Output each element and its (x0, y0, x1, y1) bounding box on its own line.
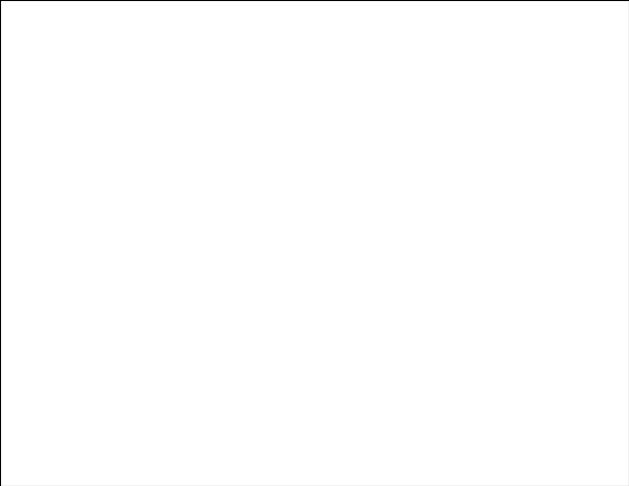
Text: © weatheronline.co.uk: © weatheronline.co.uk (423, 425, 546, 435)
Text: -37°00'S  174°4B'E  79m ASL: -37°00'S 174°4B'E 79m ASL (104, 1, 287, 11)
Text: 350: 350 (14, 68, 31, 78)
Text: -4: -4 (347, 255, 358, 265)
Text: θₑ (K): θₑ (K) (432, 319, 467, 329)
Text: 0: 0 (608, 352, 615, 362)
Text: Most Unstable: Most Unstable (485, 293, 561, 303)
Text: LCL: LCL (343, 426, 357, 435)
Text: 1000: 1000 (26, 433, 49, 442)
X-axis label: Dewpoint / Temperature (°C): Dewpoint / Temperature (°C) (104, 443, 287, 453)
Text: 850: 850 (31, 376, 49, 386)
Text: -5: -5 (347, 192, 358, 202)
Bar (424, 203, 623, 289)
Text: PW (cm): PW (cm) (432, 191, 473, 200)
Text: Dewp (°C): Dewp (°C) (432, 234, 485, 244)
Text: Pressure (mb): Pressure (mb) (432, 308, 508, 318)
Text: 0: 0 (183, 463, 189, 472)
Text: 900: 900 (31, 396, 49, 406)
Text: 8.7: 8.7 (597, 234, 615, 244)
Text: Totals Totals: Totals Totals (432, 178, 508, 189)
Text: -30: -30 (61, 463, 79, 472)
Text: 40: 40 (335, 463, 347, 472)
Text: 800: 800 (14, 355, 31, 365)
Text: 650: 650 (14, 283, 31, 293)
Text: StmDir: StmDir (432, 405, 467, 415)
Text: 10: 10 (219, 463, 230, 472)
Text: 700: 700 (14, 309, 31, 319)
Text: Hodograph: Hodograph (497, 366, 550, 376)
Text: km
ASL: km ASL (347, 0, 364, 15)
Text: 975: 975 (597, 308, 615, 318)
Text: 750: 750 (14, 332, 31, 343)
Text: 300: 300 (31, 15, 49, 24)
Text: -20: -20 (99, 463, 117, 472)
Bar (424, 159, 623, 203)
Text: 8: 8 (608, 256, 615, 266)
Text: 850: 850 (14, 376, 31, 386)
Bar (424, 289, 623, 362)
Text: K: K (432, 167, 438, 176)
Text: CAPE (J): CAPE (J) (432, 341, 479, 351)
Text: SREH: SREH (432, 393, 455, 403)
Text: 1000: 1000 (8, 433, 31, 442)
Text: -3: -3 (347, 309, 358, 319)
Text: CIN (J): CIN (J) (432, 278, 473, 289)
Text: 450: 450 (31, 155, 49, 165)
Bar (424, 362, 623, 427)
Text: 300: 300 (14, 15, 31, 24)
Text: hPa: hPa (24, 19, 45, 30)
Text: 0: 0 (608, 167, 615, 176)
Text: -6: -6 (603, 382, 615, 392)
Text: 550: 550 (31, 225, 49, 235)
Text: -6: -6 (347, 131, 358, 141)
Text: CIN (J): CIN (J) (432, 352, 473, 362)
Text: 0: 0 (608, 278, 615, 289)
Y-axis label: hPa: hPa (38, 218, 48, 239)
Text: Lifted Index: Lifted Index (432, 330, 503, 340)
Text: 750: 750 (31, 332, 49, 343)
Text: 29.04.2024  18GMT  (Base: 18): 29.04.2024 18GMT (Base: 18) (387, 30, 582, 40)
Text: 700: 700 (31, 309, 49, 319)
Legend: Temperature, Dewpoint, Parcel Trajectory, Dry Adiabat, Wet Adiabat, Isotherm, Mi: Temperature, Dewpoint, Parcel Trajectory… (238, 23, 337, 102)
Text: 500: 500 (31, 192, 49, 202)
Text: θₑ(K): θₑ(K) (432, 245, 461, 255)
Text: Surface: Surface (503, 208, 543, 218)
Text: 400: 400 (14, 114, 31, 124)
Text: 303: 303 (597, 245, 615, 255)
Text: -2: -2 (347, 355, 358, 365)
Text: 42: 42 (603, 178, 615, 189)
Text: 500: 500 (14, 192, 31, 202)
Text: 950: 950 (31, 415, 49, 425)
Text: 0: 0 (608, 267, 615, 278)
Text: -1: -1 (347, 396, 358, 406)
Text: 350: 350 (31, 68, 49, 78)
Text: 20: 20 (257, 463, 269, 472)
Text: 600: 600 (14, 255, 31, 265)
Text: 11.8: 11.8 (591, 223, 615, 233)
Text: Temp (°C): Temp (°C) (432, 223, 485, 233)
Text: 550: 550 (14, 225, 31, 235)
Text: CAPE (J): CAPE (J) (432, 267, 479, 278)
Text: 800: 800 (31, 355, 49, 365)
Text: 0: 0 (608, 341, 615, 351)
Text: 110°: 110° (591, 405, 615, 415)
Text: 650: 650 (31, 283, 49, 293)
Text: 8: 8 (608, 416, 615, 426)
Text: 450: 450 (14, 155, 31, 165)
Text: -2: -2 (603, 393, 615, 403)
Text: -7: -7 (347, 68, 358, 78)
Text: 600: 600 (31, 255, 49, 265)
Text: 400: 400 (31, 114, 49, 124)
Text: StmSpd (kt): StmSpd (kt) (432, 416, 496, 426)
Text: -8: -8 (347, 15, 358, 24)
Text: 950: 950 (14, 415, 31, 425)
Text: Lifted Index: Lifted Index (432, 256, 503, 266)
Text: 305: 305 (597, 319, 615, 329)
Text: -10: -10 (138, 463, 156, 472)
Text: 1.44: 1.44 (591, 191, 615, 200)
Text: EH: EH (432, 382, 443, 392)
Text: 30: 30 (296, 463, 308, 472)
Text: 6: 6 (608, 330, 615, 340)
Text: 900: 900 (14, 396, 31, 406)
